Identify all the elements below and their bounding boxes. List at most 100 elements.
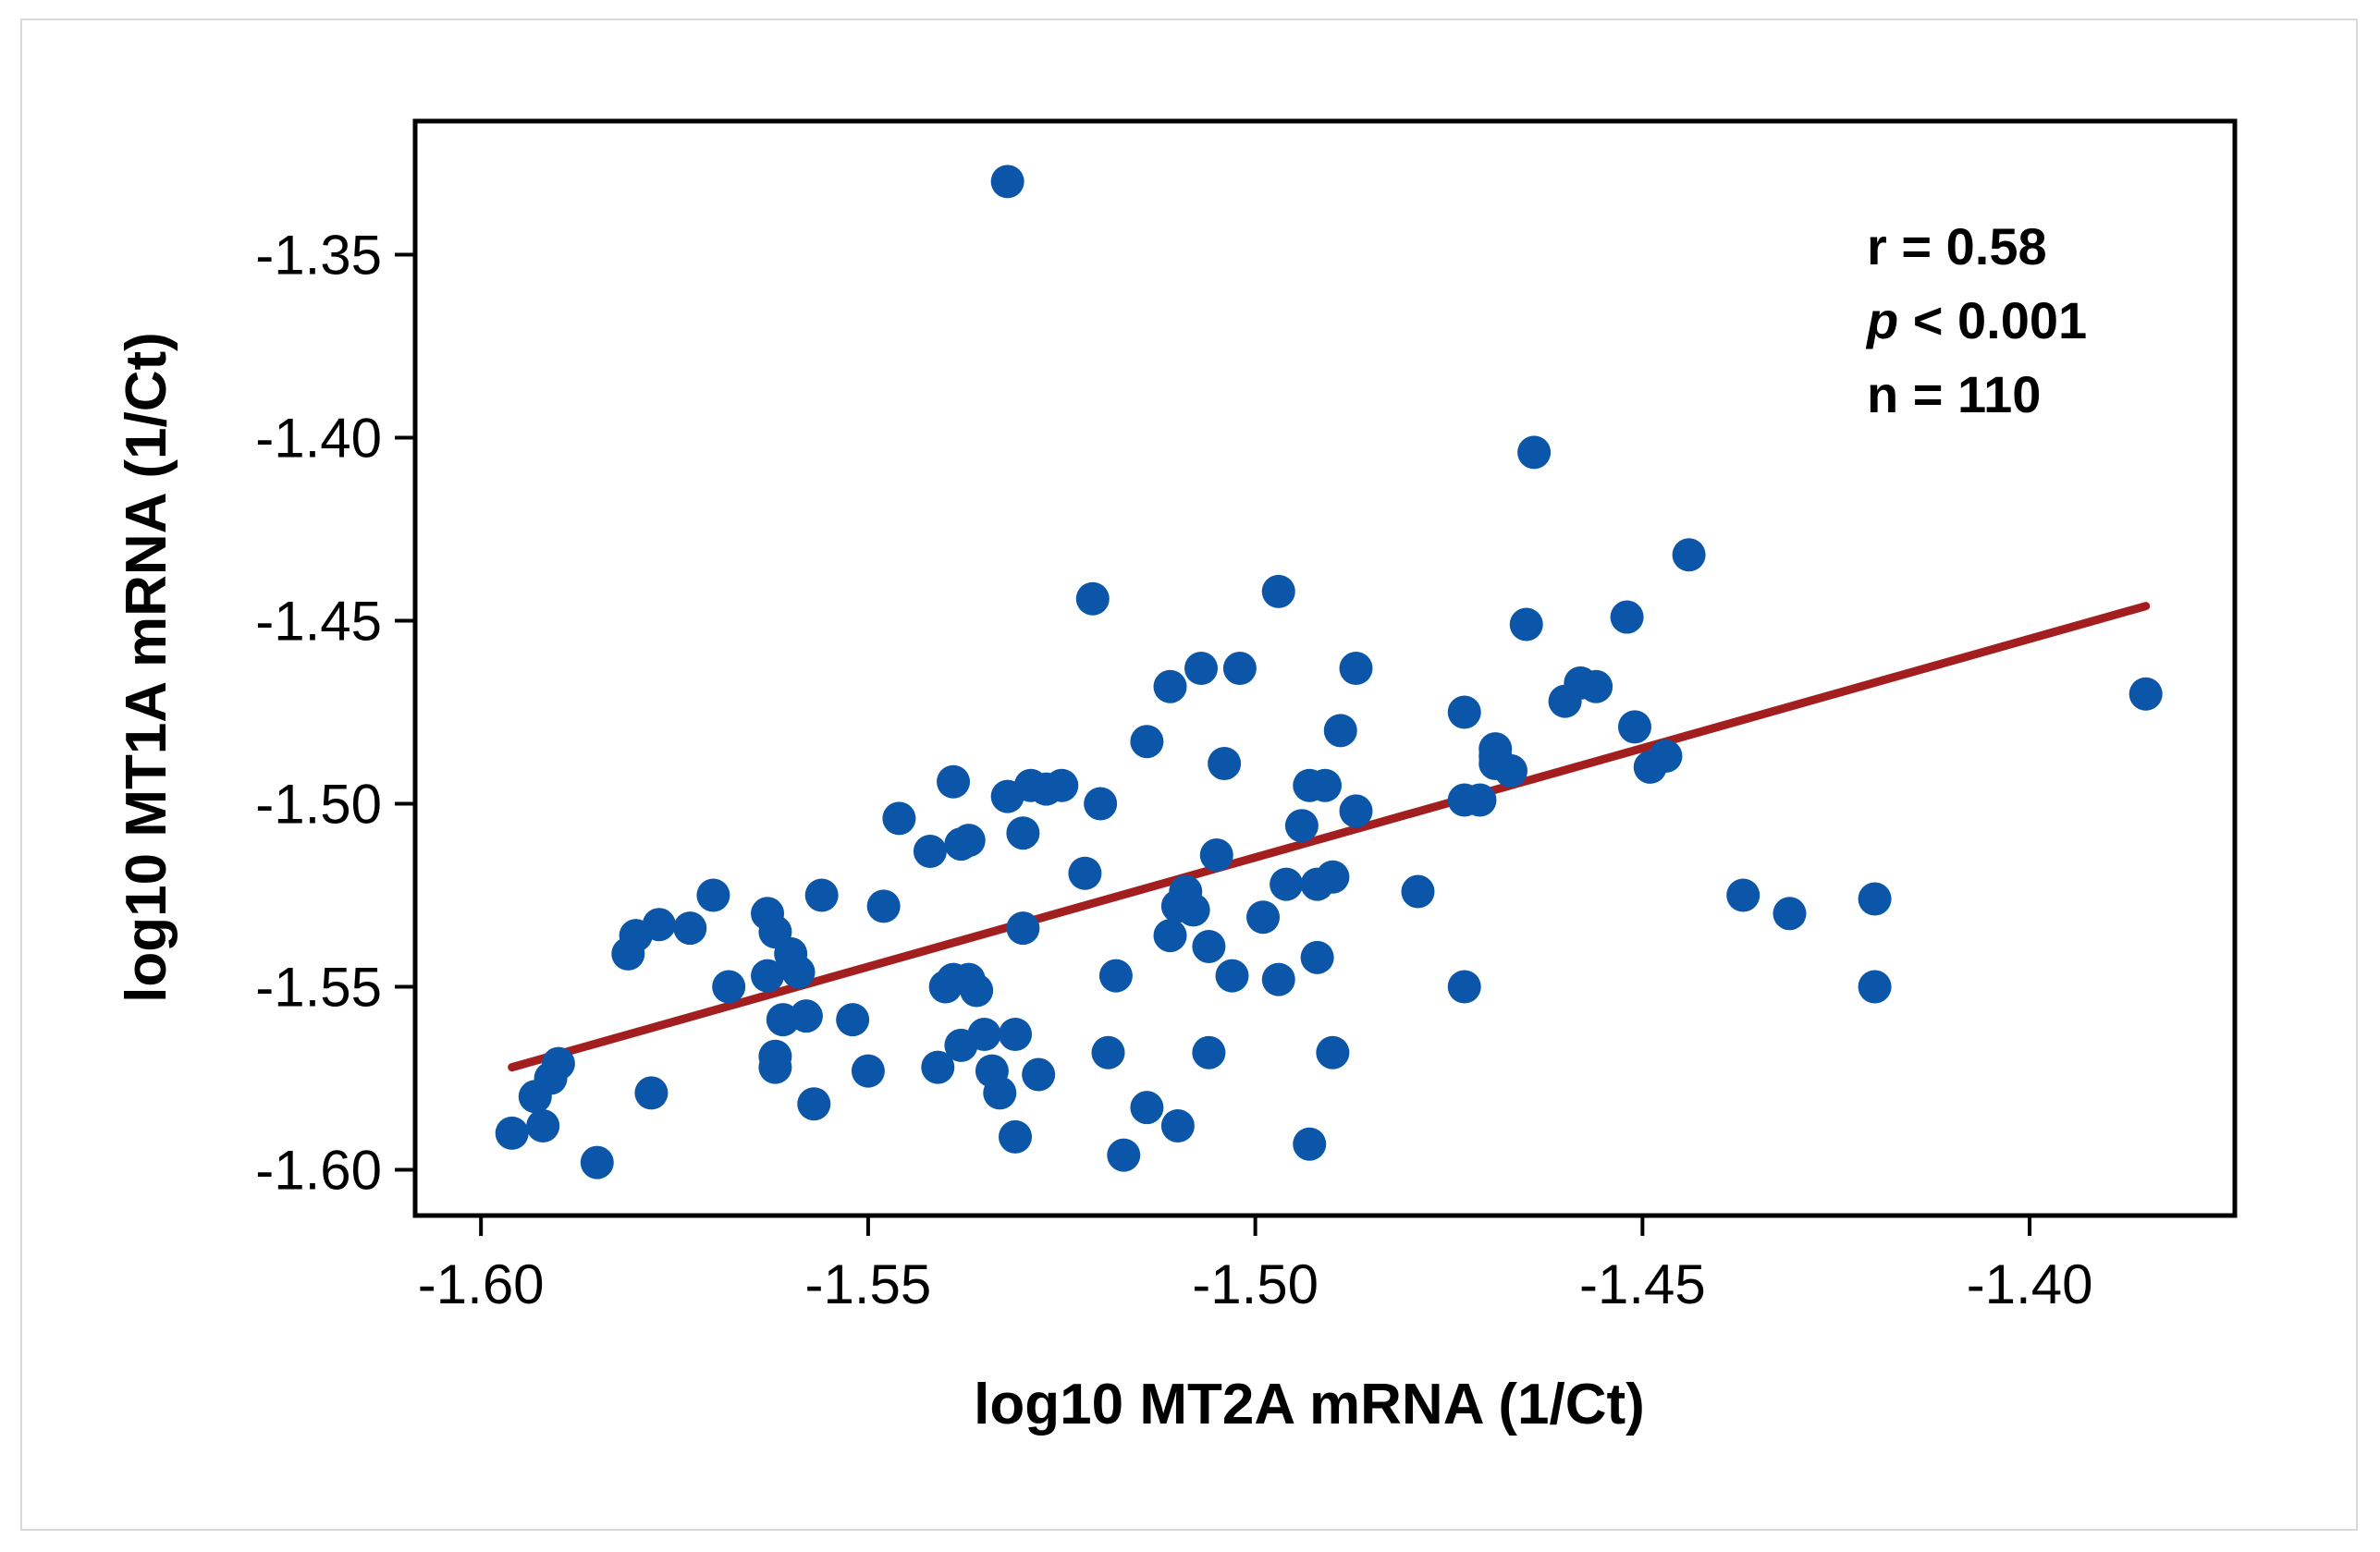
data-point bbox=[1579, 669, 1613, 703]
data-point bbox=[951, 824, 986, 858]
data-point bbox=[1672, 538, 1706, 572]
data-point bbox=[1300, 940, 1334, 974]
data-point bbox=[1447, 970, 1481, 1004]
data-point bbox=[1323, 714, 1357, 748]
data-point bbox=[999, 1017, 1033, 1051]
data-point bbox=[1208, 746, 1242, 780]
y-tick-label: -1.50 bbox=[255, 774, 382, 836]
data-point bbox=[1022, 1057, 1056, 1092]
data-point bbox=[1270, 867, 1304, 901]
data-point bbox=[866, 889, 901, 923]
data-point bbox=[696, 878, 730, 912]
data-point bbox=[1463, 783, 1497, 817]
data-point bbox=[1246, 900, 1281, 935]
p-symbol: p bbox=[1865, 291, 1898, 349]
data-point bbox=[1215, 959, 1249, 993]
data-point bbox=[634, 1076, 669, 1110]
data-point bbox=[1339, 794, 1373, 828]
data-point bbox=[781, 955, 816, 989]
data-point bbox=[999, 1119, 1033, 1154]
y-axis-title: log10 MT1A mRNA (1/Ct) bbox=[115, 332, 178, 1003]
data-point bbox=[1284, 809, 1319, 843]
p-threshold: < 0.001 bbox=[1898, 291, 2087, 349]
data-point bbox=[642, 908, 676, 942]
x-tick-label: -1.40 bbox=[1967, 1253, 2093, 1315]
data-point bbox=[2129, 677, 2163, 711]
data-point bbox=[751, 959, 785, 993]
data-point bbox=[541, 1046, 575, 1081]
x-tick-label: -1.55 bbox=[805, 1253, 932, 1315]
figure-frame: -1.60 -1.55 -1.50 -1.45 -1.40 -1.60 -1.55 -1.5… bbox=[20, 18, 2358, 1531]
data-point bbox=[1509, 607, 1543, 642]
x-axis-title: log10 MT2A mRNA (1/Ct) bbox=[974, 1373, 1645, 1436]
data-point bbox=[1006, 911, 1040, 946]
data-point bbox=[495, 1116, 529, 1150]
data-point bbox=[1176, 893, 1210, 927]
data-point bbox=[1199, 837, 1233, 872]
data-point bbox=[797, 1087, 831, 1121]
data-point bbox=[1773, 897, 1807, 931]
data-point bbox=[1184, 652, 1219, 685]
data-point bbox=[1192, 929, 1226, 963]
data-point bbox=[1517, 435, 1552, 470]
x-tick-label: -1.50 bbox=[1192, 1253, 1319, 1315]
data-point bbox=[1153, 669, 1187, 703]
data-point bbox=[1261, 962, 1295, 996]
data-point bbox=[526, 1108, 560, 1143]
data-point bbox=[913, 834, 947, 868]
data-point bbox=[712, 970, 746, 1004]
data-point bbox=[1091, 1035, 1125, 1069]
data-point bbox=[1401, 874, 1435, 909]
data-point bbox=[1649, 739, 1683, 774]
data-point bbox=[960, 973, 994, 1008]
data-points bbox=[495, 165, 2163, 1179]
data-point bbox=[937, 764, 971, 799]
data-point bbox=[1493, 753, 1527, 788]
data-point bbox=[882, 801, 916, 836]
data-point bbox=[1308, 768, 1342, 802]
n-value: n = 110 bbox=[1867, 365, 2041, 423]
data-point bbox=[1006, 816, 1040, 850]
y-tick-label: -1.35 bbox=[255, 225, 382, 287]
scatter-chart: -1.60 -1.55 -1.50 -1.45 -1.40 -1.60 -1.55 -1.5… bbox=[115, 118, 2238, 1436]
data-point bbox=[758, 1039, 792, 1073]
x-axis: -1.60 -1.55 -1.50 -1.45 -1.40 bbox=[418, 1216, 2093, 1315]
plot-area-border bbox=[412, 118, 2238, 1218]
data-point bbox=[1084, 787, 1118, 821]
p-value: p < 0.001 bbox=[1865, 291, 2087, 349]
data-point bbox=[921, 1050, 955, 1084]
data-point bbox=[1153, 919, 1187, 953]
data-point bbox=[1316, 860, 1350, 894]
data-point bbox=[851, 1054, 885, 1088]
data-point bbox=[983, 1076, 1017, 1110]
data-point bbox=[1726, 878, 1760, 912]
data-point bbox=[580, 1145, 614, 1179]
data-point bbox=[1447, 695, 1481, 729]
data-point bbox=[1339, 652, 1373, 685]
data-point bbox=[1261, 574, 1295, 608]
y-tick-label: -1.55 bbox=[255, 957, 382, 1019]
data-point bbox=[1130, 725, 1164, 759]
stats-annotation: r = 0.58 p < 0.001 n = 110 bbox=[1865, 217, 2087, 423]
data-point bbox=[1293, 1127, 1327, 1161]
data-point bbox=[1130, 1091, 1164, 1125]
data-point bbox=[836, 1003, 870, 1037]
data-point bbox=[1107, 1138, 1141, 1172]
x-tick-label: -1.60 bbox=[418, 1253, 545, 1315]
data-point bbox=[1098, 959, 1133, 993]
y-tick-label: -1.45 bbox=[255, 591, 382, 653]
y-tick-label: -1.60 bbox=[255, 1140, 382, 1202]
data-point bbox=[1316, 1035, 1350, 1069]
data-point bbox=[673, 911, 707, 946]
y-tick-label: -1.40 bbox=[255, 408, 382, 470]
data-point bbox=[1160, 1108, 1195, 1143]
data-point bbox=[1858, 882, 1892, 916]
data-point bbox=[1222, 652, 1257, 685]
data-point bbox=[1192, 1035, 1226, 1069]
data-point bbox=[1068, 856, 1102, 890]
data-point bbox=[967, 1017, 1001, 1051]
data-point bbox=[804, 878, 839, 912]
data-point bbox=[1617, 710, 1651, 744]
data-point bbox=[789, 999, 823, 1033]
data-point bbox=[1075, 581, 1110, 616]
